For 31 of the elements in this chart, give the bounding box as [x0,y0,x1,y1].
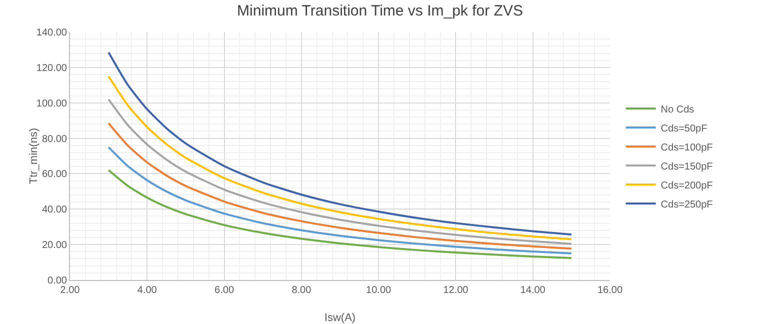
x-tick-label: 10.00 [366,285,392,296]
line-series [108,51,572,236]
legend-label: Cds=100pF [660,142,713,154]
y-tick-label: 0.00 [48,276,68,286]
x-tick-label: 16.00 [597,285,623,296]
y-tick-label: 100.00 [36,98,68,110]
legend-label: Cds=250pF [660,199,713,210]
line-series [108,75,572,240]
x-tick-label: 4.00 [137,285,158,296]
legend-label: Cds=50pF [660,123,708,134]
y-tick-label: 40.00 [42,204,68,216]
x-tick-label: 2.00 [60,285,80,296]
y-tick-label: 20.00 [42,240,68,252]
legend-label: Cds=150pF [660,161,713,172]
y-tick-label: 80.00 [42,134,68,145]
line-series [108,122,572,250]
x-axis-title: Isw(A) [324,312,356,324]
x-tick-label: 12.00 [443,285,469,296]
line-series [108,146,572,254]
legend-label: No Cds [660,104,694,116]
line-series [108,169,572,260]
x-tick-label: 8.00 [292,285,312,296]
y-axis-title: Ttr_min(ns) [28,128,40,184]
y-tick-label: 60.00 [42,169,68,180]
x-tick-label: 14.00 [520,285,546,296]
line-series [108,98,572,245]
y-tick-label: 120.00 [36,62,68,74]
x-tick-label: 6.00 [214,285,234,296]
chart-title: Minimum Transition Time vs Im_pk for ZVS [237,2,523,20]
legend-label: Cds=200pF [660,180,713,192]
y-tick-label: 140.00 [36,28,68,38]
